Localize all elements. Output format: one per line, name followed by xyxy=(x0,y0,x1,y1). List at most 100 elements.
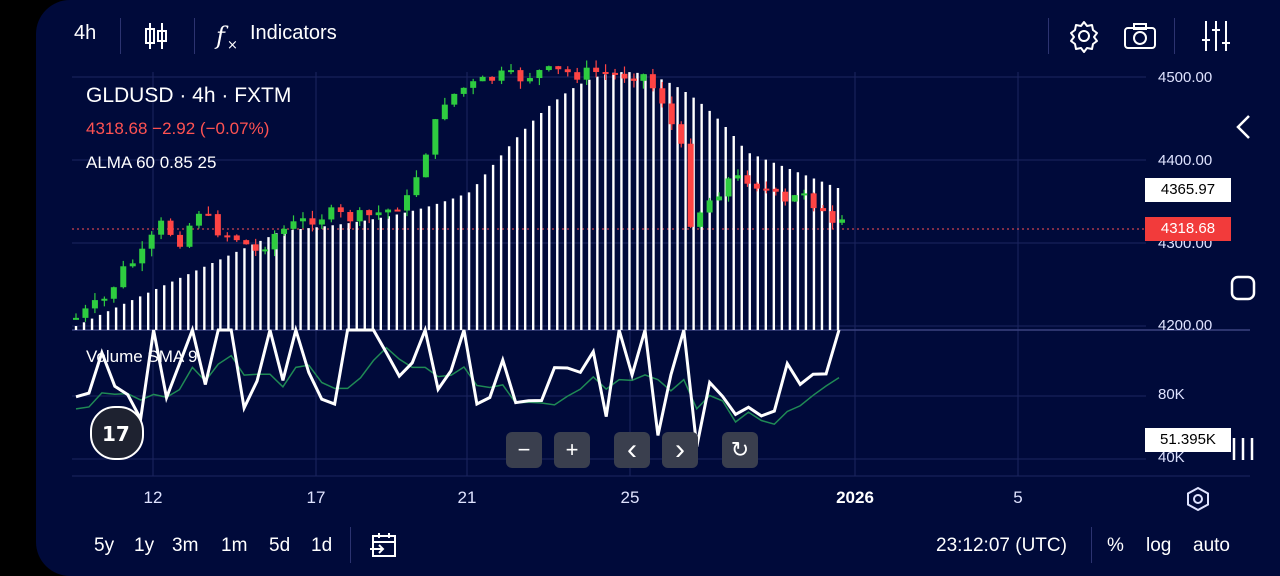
candle-body xyxy=(385,209,392,213)
candle-body xyxy=(243,240,250,245)
candle-body xyxy=(139,248,146,264)
range-5d[interactable]: 5d xyxy=(269,535,291,556)
candle-body xyxy=(403,195,410,211)
settings-hex-icon[interactable] xyxy=(1184,485,1212,513)
candle-body xyxy=(337,207,344,213)
candle-body xyxy=(120,266,127,288)
range-1y[interactable]: 1y xyxy=(134,535,155,556)
candle-body xyxy=(375,212,382,216)
candle-body xyxy=(763,188,770,191)
candle-body xyxy=(205,213,212,216)
candle-body xyxy=(508,70,515,73)
svg-text:×: × xyxy=(227,38,238,53)
indicators-button[interactable]: Indicators xyxy=(250,22,337,44)
zoom-in-button[interactable]: + xyxy=(554,432,590,468)
auto-toggle[interactable]: auto xyxy=(1193,535,1230,556)
candles-icon[interactable] xyxy=(138,18,174,54)
candle-body xyxy=(110,287,117,299)
candle-body xyxy=(214,214,221,236)
last-price-tag: 4318.68 xyxy=(1145,217,1231,241)
svg-text:17: 17 xyxy=(102,422,130,446)
candle-body xyxy=(91,300,98,309)
range-3m[interactable]: 3m xyxy=(172,535,199,556)
chart-canvas[interactable] xyxy=(36,0,1280,576)
toolbar-divider xyxy=(194,18,195,54)
candle-body xyxy=(356,210,363,222)
candle-body xyxy=(262,249,269,252)
candle-body xyxy=(129,263,136,267)
candle-body xyxy=(177,234,184,247)
candle-body xyxy=(526,78,533,82)
candle-body xyxy=(309,218,316,225)
volume-sma-tag: 51.395K xyxy=(1145,428,1231,452)
candle-body xyxy=(422,154,429,178)
candle-body xyxy=(536,70,543,79)
candle-body xyxy=(564,69,571,73)
back-chevron-icon[interactable] xyxy=(1232,114,1256,140)
volume-axis-label: 40K xyxy=(1158,449,1185,466)
tradingview-logo-icon[interactable]: 17 xyxy=(90,406,144,460)
candle-body xyxy=(593,67,600,72)
candle-body xyxy=(366,210,373,216)
candle-body xyxy=(820,208,827,212)
candle-body xyxy=(498,70,505,81)
clock-timezone[interactable]: 23:12:07 (UTC) xyxy=(936,535,1067,556)
range-1d[interactable]: 1d xyxy=(311,535,333,556)
range-5y[interactable]: 5y xyxy=(94,535,115,556)
candle-body xyxy=(725,178,732,197)
toolbar-divider xyxy=(1174,18,1175,54)
time-axis-label: 17 xyxy=(306,488,326,507)
sliders-icon[interactable] xyxy=(1198,18,1234,54)
camera-icon[interactable] xyxy=(1122,18,1158,54)
zoom-out-button[interactable]: − xyxy=(506,432,542,468)
candle-body xyxy=(555,66,562,70)
alma-indicator-label[interactable]: ALMA 60 0.85 25 xyxy=(86,153,217,172)
candle-body xyxy=(299,218,306,222)
scroll-left-button[interactable]: ‹ xyxy=(614,432,650,468)
candle-body xyxy=(678,124,685,144)
candle-body xyxy=(668,103,675,125)
gear-icon[interactable] xyxy=(1066,18,1102,54)
candle-body xyxy=(706,200,713,213)
candle-body xyxy=(583,67,590,80)
candle-body xyxy=(82,308,89,318)
range-1m[interactable]: 1m xyxy=(221,535,248,556)
time-axis-label: 12 xyxy=(143,488,163,507)
candle-body xyxy=(782,191,789,202)
candle-body xyxy=(394,209,401,212)
price-axis-label: 4400.00 xyxy=(1158,152,1213,169)
candle-body xyxy=(697,212,704,227)
reset-chart-button[interactable]: ↻ xyxy=(722,432,758,468)
candle-body xyxy=(612,72,619,75)
candle-body xyxy=(432,119,439,155)
interval-button[interactable]: 4h xyxy=(74,22,97,44)
price-axis-label: 4200.00 xyxy=(1158,317,1213,334)
symbol-title[interactable]: GLDUSD · 4h · FXTM xyxy=(86,84,292,107)
candle-body xyxy=(167,220,174,235)
candle-body xyxy=(413,177,420,196)
volume-indicator-label[interactable]: Volume SMA 9 xyxy=(86,347,198,366)
volume-line xyxy=(75,324,841,448)
candle-body xyxy=(101,298,108,301)
toolbar-divider xyxy=(1048,18,1049,54)
function-icon[interactable]: f × xyxy=(210,18,246,54)
candle-body xyxy=(347,212,354,222)
candle-body xyxy=(839,219,845,223)
candle-body xyxy=(602,71,609,74)
candle-body xyxy=(772,188,779,192)
calendar-goto-icon[interactable] xyxy=(368,530,400,562)
recents-icon[interactable] xyxy=(1230,436,1256,462)
toolbar-divider xyxy=(120,18,121,54)
log-toggle[interactable]: log xyxy=(1146,535,1172,556)
candle-body xyxy=(281,228,288,234)
scroll-right-button[interactable]: › xyxy=(662,432,698,468)
candle-body xyxy=(252,244,259,251)
percent-toggle[interactable]: % xyxy=(1107,535,1124,556)
candle-body xyxy=(290,221,297,229)
time-axis-label: 2026 xyxy=(836,488,874,507)
home-icon[interactable] xyxy=(1230,275,1256,301)
bottom-divider xyxy=(350,527,351,563)
candle-body xyxy=(271,233,278,250)
candle-body xyxy=(545,66,552,71)
candle-body xyxy=(517,70,524,82)
